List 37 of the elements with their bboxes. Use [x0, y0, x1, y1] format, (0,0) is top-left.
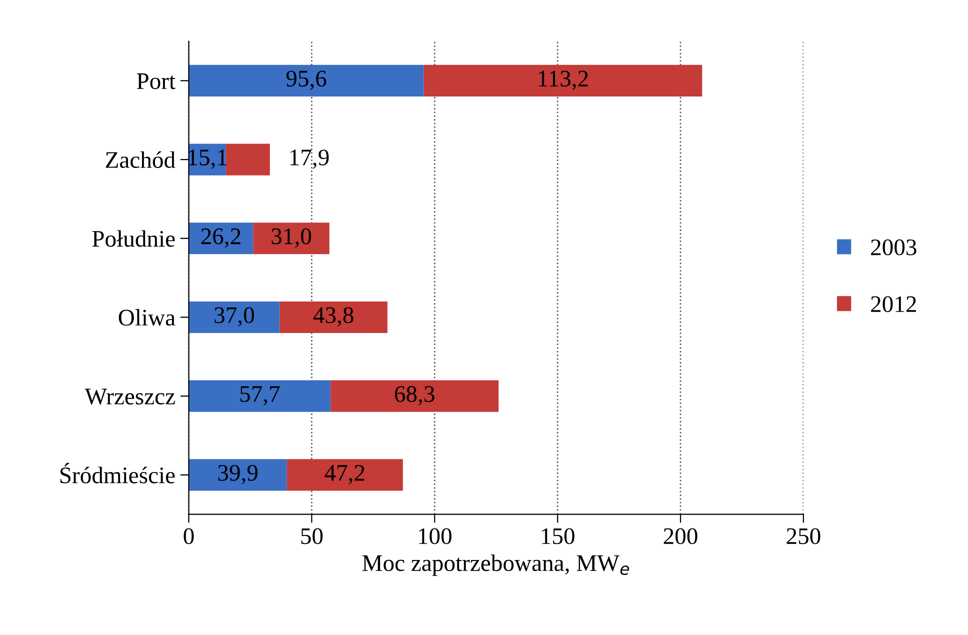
legend-label: 2003: [871, 239, 916, 256]
data-label: 47,2: [324, 464, 364, 484]
data-label: 31,0: [272, 228, 312, 248]
data-label: 17,9: [290, 150, 329, 169]
bar: [280, 301, 388, 334]
y-tick-label: Południe: [92, 230, 175, 247]
data-label: 113,2: [538, 70, 588, 90]
data-label: 95,6: [286, 70, 326, 90]
legend-label: 2012: [871, 296, 916, 312]
x-tick-label: 150: [542, 528, 574, 544]
bar: [188, 64, 424, 96]
data-label: 43,8: [313, 307, 354, 327]
bar: [424, 64, 702, 96]
y-tick-label: Oliwa: [118, 309, 176, 326]
y-tick-label: Zachód: [106, 151, 176, 168]
bar: [226, 144, 270, 176]
bar: [188, 459, 287, 491]
data-label: 68,3: [394, 386, 434, 406]
bar: [188, 301, 280, 334]
y-tick-label: Port: [136, 73, 176, 90]
bar: [330, 380, 499, 412]
x-tick-label: 0: [184, 528, 194, 544]
x-tick-label: 100: [419, 528, 452, 544]
data-label: 26,2: [201, 228, 240, 248]
x-tick-label: 250: [786, 528, 820, 544]
y-tick-label: Wrzeszcz: [84, 388, 175, 405]
y-tick-label: Śródmieście: [60, 462, 175, 484]
x-tick-label: 50: [301, 528, 323, 544]
bar: [188, 222, 254, 254]
bar: [253, 222, 330, 254]
x-axis-title: Moc zapotrzebowana, MW$_{e}$: [362, 554, 630, 576]
x-tick-label: 200: [664, 528, 698, 544]
data-label: 39,9: [218, 464, 258, 484]
data-label: 37,0: [214, 307, 254, 327]
data-label: 57,7: [240, 386, 280, 406]
bar: [286, 459, 403, 491]
bar: [188, 380, 331, 412]
